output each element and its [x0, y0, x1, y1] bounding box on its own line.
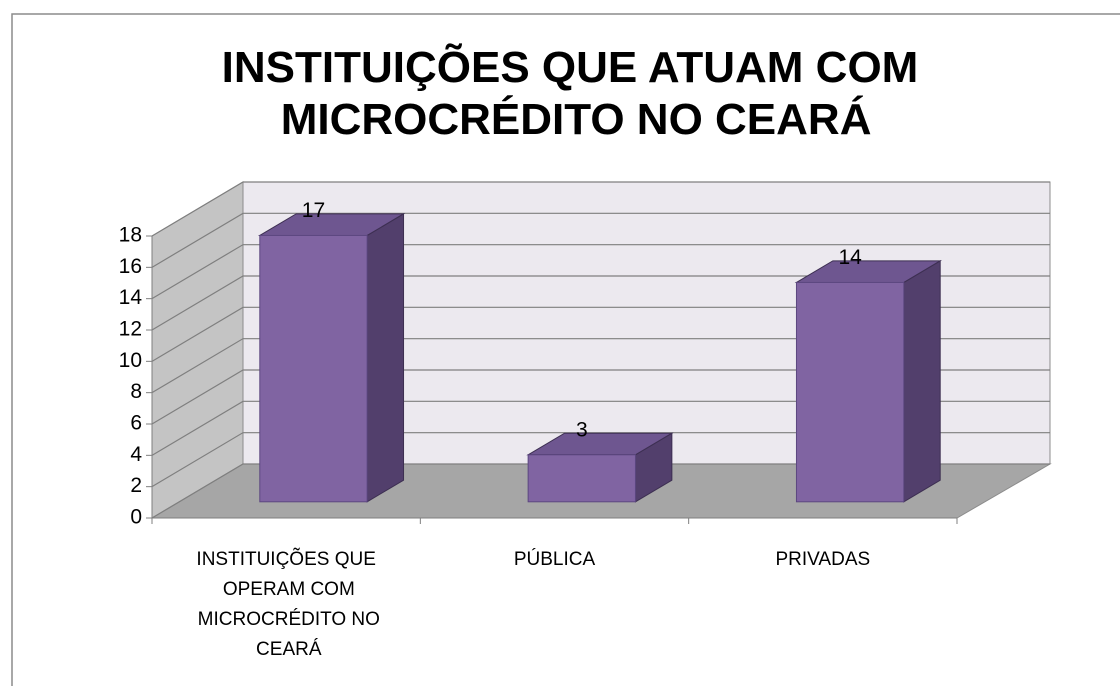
y-tick-label: 8: [130, 380, 142, 403]
grid-line: [151, 275, 1050, 331]
y-tick-label: 16: [119, 255, 142, 278]
bar-side: [366, 212, 405, 503]
grid-line: [151, 212, 1050, 268]
value-label: 17: [302, 199, 325, 222]
y-tick-label: 12: [119, 318, 142, 341]
y-tick-label: 18: [119, 224, 142, 247]
bar-front: [527, 454, 636, 503]
bar: [257, 212, 406, 503]
grid-line: [151, 181, 1050, 237]
grid-line: [151, 338, 1050, 394]
side-wall: [151, 181, 244, 519]
chart-title: INSTITUIÇÕES QUE ATUAM COM MICROCRÉDITO …: [222, 42, 919, 144]
x-tick-label: PRIVADAS: [775, 549, 870, 570]
bar-front: [795, 281, 905, 503]
y-tick-label: 4: [130, 443, 142, 466]
grid-line: [151, 306, 1050, 362]
value-label: 14: [838, 246, 862, 269]
y-tick-label: 2: [130, 474, 142, 497]
bar: [526, 432, 674, 503]
bar-side: [903, 259, 941, 503]
grid-line: [151, 244, 1050, 300]
grid-line: [151, 369, 1050, 425]
grid-line: [151, 463, 1050, 519]
grid-line: [151, 432, 1050, 488]
value-label: 3: [576, 418, 588, 441]
bar: [794, 259, 943, 503]
grid-line: [151, 400, 1050, 456]
y-tick-label: 10: [119, 349, 142, 372]
y-tick-label: 0: [130, 506, 142, 529]
y-tick-label: 6: [130, 412, 142, 435]
bar-front: [259, 234, 368, 503]
x-tick-label: PÚBLICA: [514, 548, 596, 570]
y-tick-label: 14: [119, 286, 143, 309]
x-tick-label: INSTITUIÇÕES QUE OPERAM COM MICROCRÉDITO…: [192, 548, 380, 660]
